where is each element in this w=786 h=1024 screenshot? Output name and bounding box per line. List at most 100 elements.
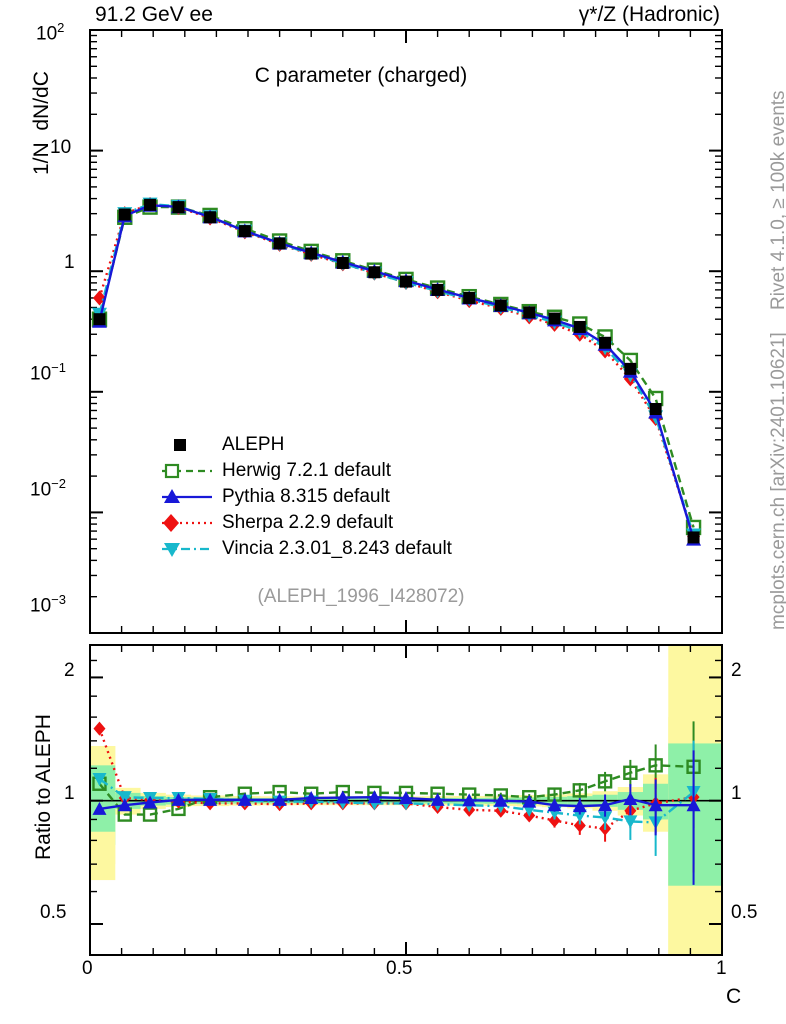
data-marker <box>598 811 613 825</box>
legend-label-vincia: Vincia 2.3.01_8.243 default <box>222 538 452 559</box>
data-marker <box>272 792 287 806</box>
data-marker <box>572 799 587 813</box>
data-marker <box>336 256 349 269</box>
analysis-id-watermark: (ALEPH_1996_I428072) <box>257 586 465 607</box>
data-marker <box>171 792 186 806</box>
data-marker <box>203 792 218 806</box>
ytick-ratio-05-left: 0.5 <box>40 902 67 923</box>
legend-label-sherpa: Sherpa 2.2.9 default <box>222 512 394 533</box>
xtick-05: 0.5 <box>386 958 413 979</box>
ytick-main-1: 1 <box>64 252 75 273</box>
data-marker <box>623 815 638 829</box>
ytick-main-1em2: 10−2 <box>30 476 66 501</box>
data-marker <box>523 306 536 319</box>
data-marker <box>548 312 561 325</box>
data-marker <box>548 813 561 828</box>
data-marker <box>204 211 217 224</box>
data-marker <box>598 798 613 812</box>
band-green-lastbin <box>668 743 722 886</box>
ytick-main-10: 10 <box>50 137 72 158</box>
series-ratio-pythia <box>92 750 701 885</box>
data-marker <box>687 531 700 544</box>
data-marker <box>237 792 252 806</box>
data-marker <box>462 793 477 807</box>
legend-item-aleph[interactable]: ALEPH <box>160 432 452 458</box>
data-marker <box>305 247 318 260</box>
data-marker <box>92 290 106 306</box>
header-process: γ*/Z (Hadronic) <box>578 3 720 26</box>
data-marker <box>117 798 132 812</box>
series-line <box>98 202 695 536</box>
xtick-1: 1 <box>716 958 727 979</box>
legend-label-herwig: Herwig 7.2.1 default <box>222 460 391 481</box>
ytick-main-1e2: 102 <box>36 20 65 45</box>
series-line <box>98 764 694 816</box>
data-marker <box>597 774 613 789</box>
legend-marker-vincia <box>162 543 212 557</box>
data-marker <box>400 275 412 288</box>
data-marker <box>117 791 132 805</box>
ytick-main-1em1: 10−1 <box>30 360 66 385</box>
data-marker <box>92 772 107 786</box>
ytick-ratio-1-right: 1 <box>731 783 742 804</box>
data-marker <box>93 721 106 736</box>
data-marker <box>624 362 637 375</box>
data-marker <box>238 225 251 238</box>
data-marker <box>367 790 382 804</box>
data-marker <box>686 798 701 812</box>
data-marker <box>623 765 638 780</box>
plot-title: C parameter (charged) <box>254 64 468 87</box>
data-marker <box>648 758 663 773</box>
data-marker <box>92 801 107 815</box>
legend-marker-pythia <box>162 489 212 503</box>
data-marker <box>522 794 537 808</box>
data-marker <box>335 790 350 804</box>
data-marker <box>649 403 662 416</box>
legend-label-aleph: ALEPH <box>222 434 285 455</box>
data-marker <box>399 791 413 805</box>
data-marker <box>463 291 476 304</box>
legend-item-vincia[interactable]: Vincia 2.3.01_8.243 default <box>160 536 452 562</box>
legend-item-sherpa[interactable]: Sherpa 2.2.9 default <box>160 510 452 536</box>
xaxis-label: C <box>726 985 742 1008</box>
data-marker <box>547 798 562 812</box>
series-line <box>98 777 695 824</box>
ytick-ratio-05-right: 0.5 <box>731 902 758 923</box>
legend-item-pythia[interactable]: Pythia 8.315 default <box>160 484 452 510</box>
ytick-main-1em3: 10−3 <box>30 592 66 617</box>
data-marker <box>273 237 286 250</box>
data-marker <box>118 208 131 221</box>
data-marker <box>93 313 106 326</box>
ytick-ratio-2-right: 2 <box>731 660 742 681</box>
data-marker <box>494 299 507 312</box>
data-marker <box>304 791 319 805</box>
legend-marker-herwig <box>162 463 212 479</box>
legend-item-herwig[interactable]: Herwig 7.2.1 default <box>160 458 452 484</box>
data-marker <box>623 791 638 805</box>
header-energy: 91.2 GeV ee <box>95 3 213 26</box>
ytick-ratio-1-left: 1 <box>64 783 75 804</box>
legend-marker-aleph <box>174 439 186 451</box>
legend-label-pythia: Pythia 8.315 default <box>222 486 390 507</box>
ytick-ratio-2-left: 2 <box>64 660 75 681</box>
data-marker <box>599 336 612 349</box>
data-marker <box>648 798 663 812</box>
data-marker <box>142 807 158 822</box>
data-marker <box>493 793 508 807</box>
data-marker <box>143 795 158 809</box>
data-marker <box>572 809 587 823</box>
data-marker <box>430 792 445 806</box>
data-marker <box>144 198 157 211</box>
data-marker <box>368 266 381 279</box>
legend: ALEPH Herwig 7.2.1 default Pythia 8.315 … <box>160 432 452 562</box>
data-marker <box>431 283 444 296</box>
xtick-0: 0 <box>82 958 93 979</box>
series-main-aleph <box>93 198 700 544</box>
data-marker <box>573 818 586 833</box>
data-marker <box>572 783 587 798</box>
data-marker <box>172 201 185 214</box>
data-marker <box>573 320 586 333</box>
legend-marker-sherpa <box>162 514 212 532</box>
